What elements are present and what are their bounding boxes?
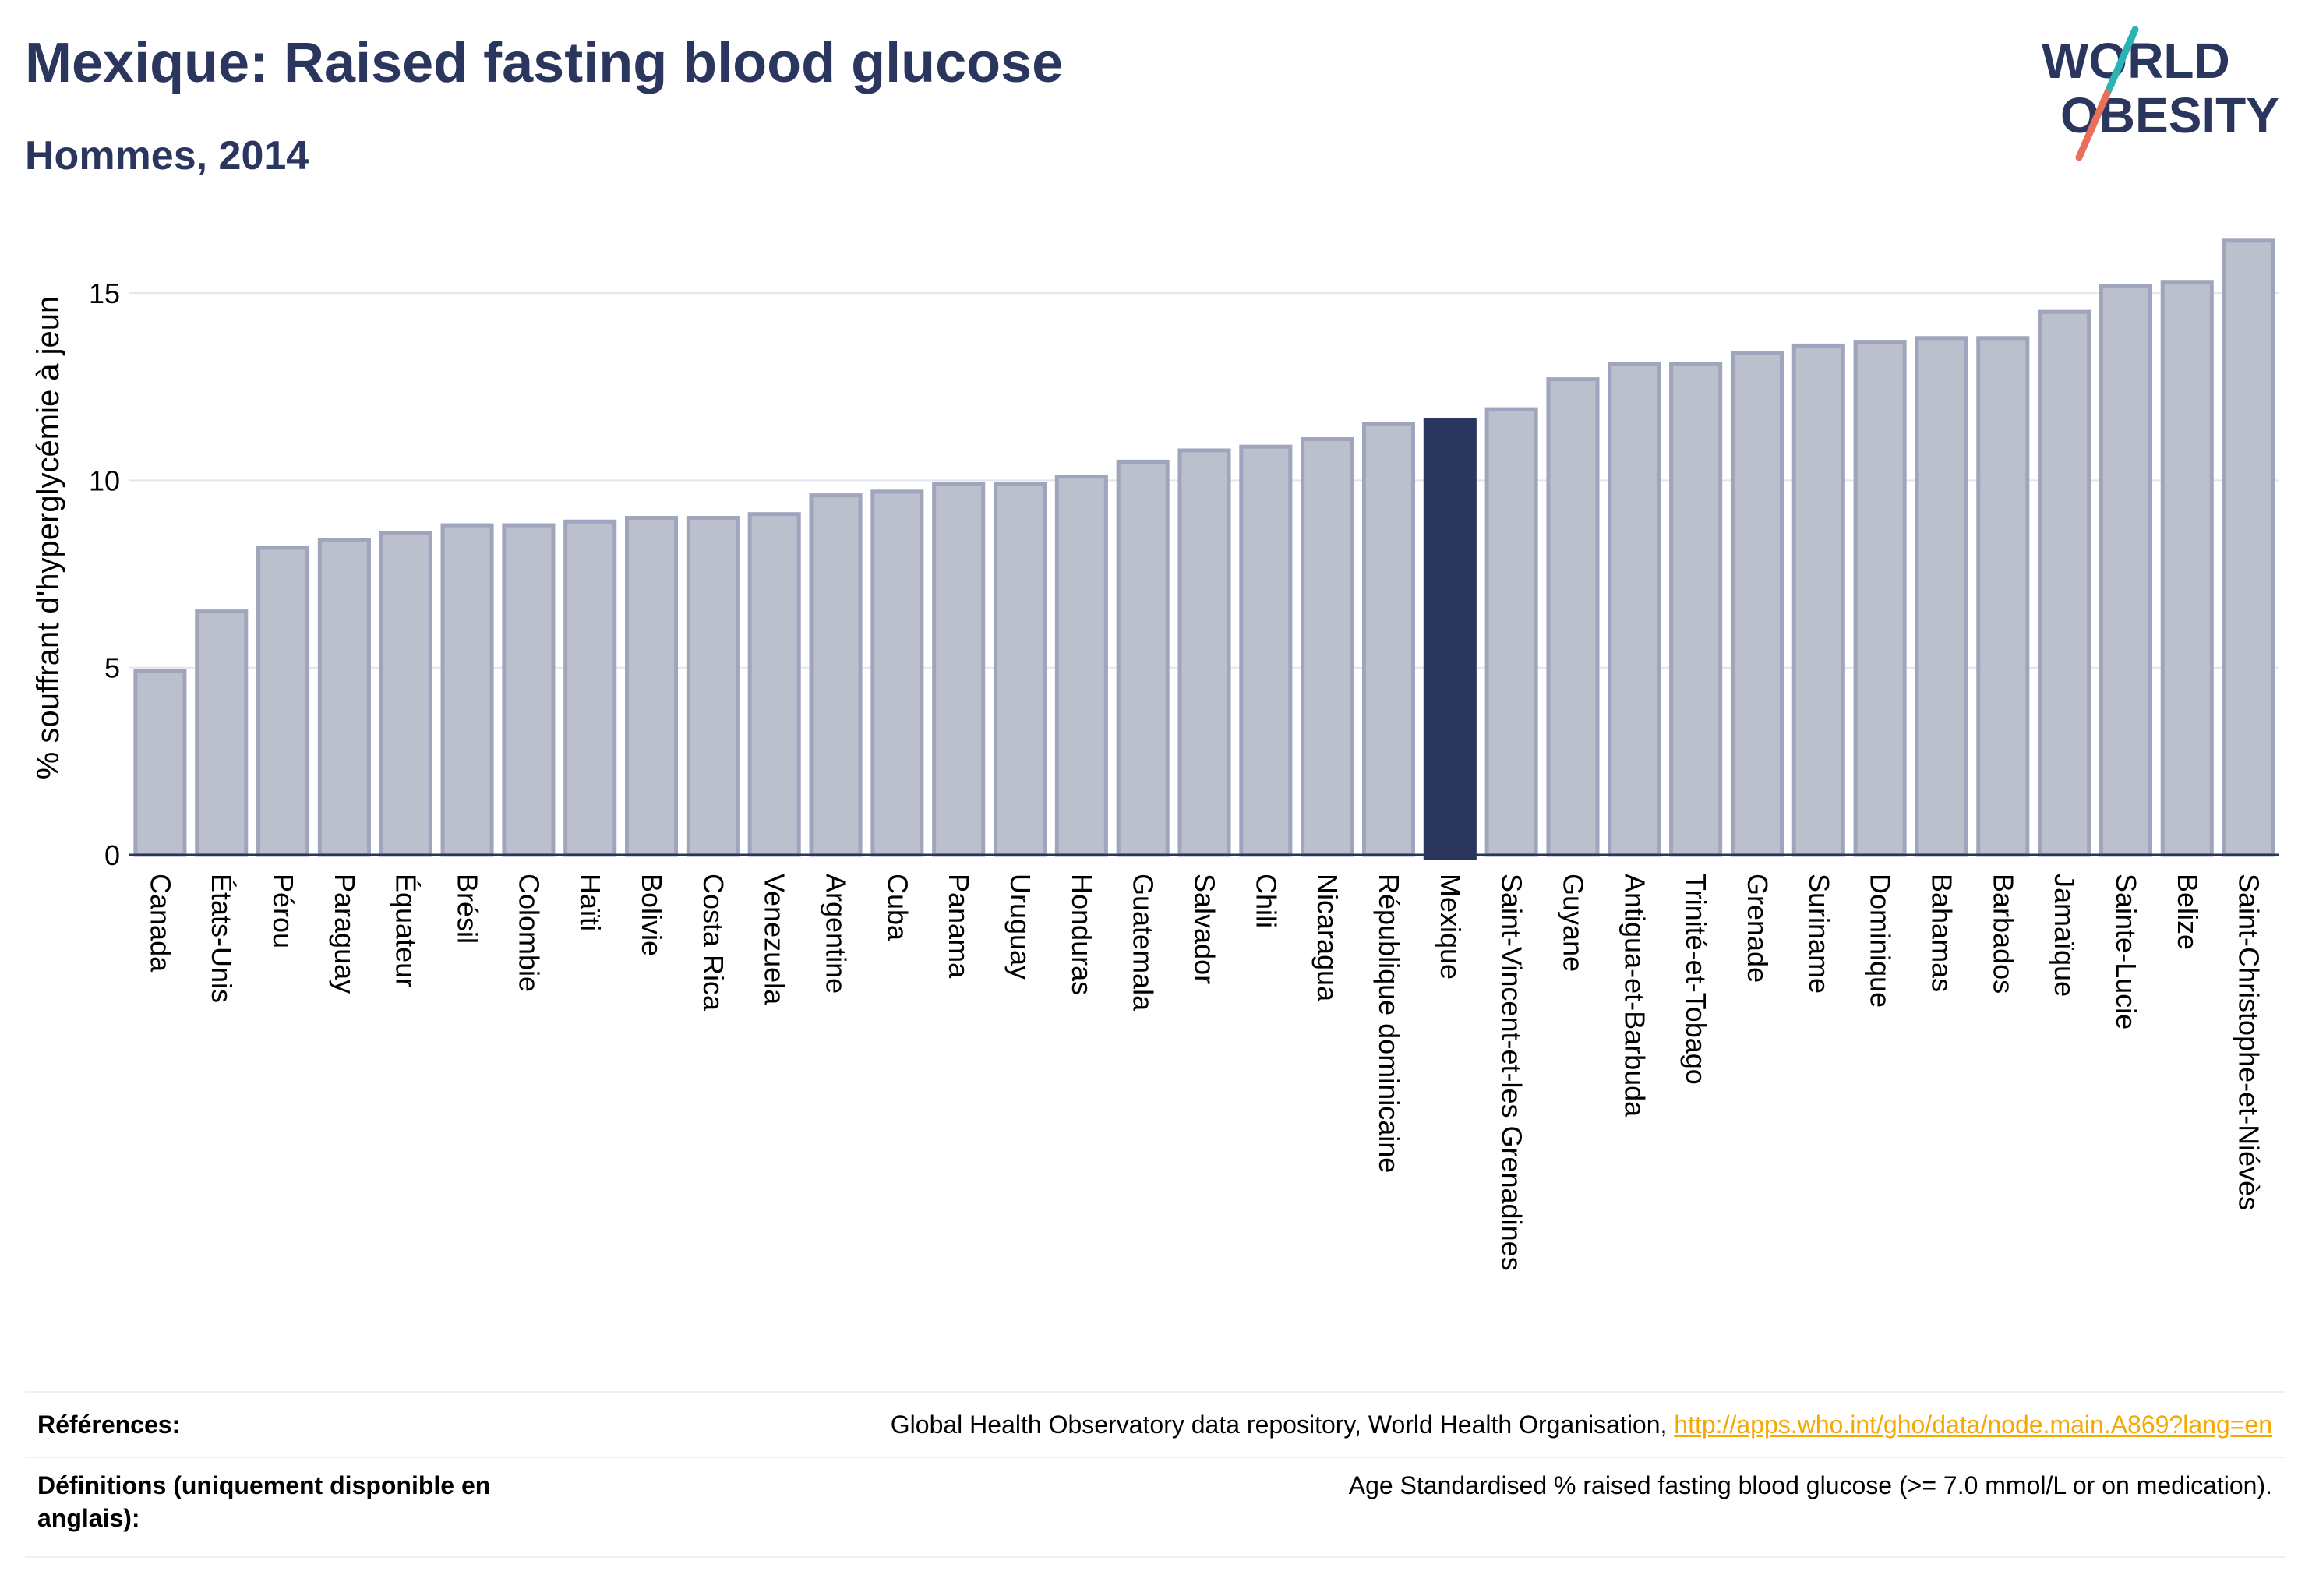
y-tick-labels: 0 5 10 15 — [89, 277, 120, 871]
x-tick-label: Chili — [1250, 874, 1282, 928]
bar-panama — [932, 482, 986, 857]
bar-bahamas — [1915, 336, 1968, 857]
x-tick-label: Saint-Christophe-et-Niévès — [2233, 874, 2265, 1210]
references-text: Global Health Observatory data repositor… — [890, 1411, 1675, 1439]
x-tick-label: Pérou — [267, 874, 299, 948]
x-tick-label: Uruguay — [1004, 874, 1036, 980]
definitions-value: Age Standardised % raised fasting blood … — [1348, 1471, 2272, 1499]
bar-colombie — [502, 523, 556, 857]
chart-title: Mexique: Raised fasting blood glucose — [25, 32, 1064, 94]
bar-sainte-lucie — [2099, 284, 2152, 857]
references-row: Références: Global Health Observatory da… — [25, 1391, 2285, 1458]
x-tick-label: Argentine — [821, 874, 852, 994]
x-tick-label: Dominique — [1865, 874, 1897, 1008]
definitions-row: Définitions (uniquement disponible en an… — [25, 1457, 2285, 1558]
x-tick-label: Brésil — [452, 874, 484, 944]
bar-chili — [1239, 444, 1293, 857]
bar-guatemala — [1116, 459, 1170, 857]
bar-guyane — [1546, 377, 1600, 857]
x-tick-label: Salvador — [1189, 874, 1221, 984]
logo-slash-bottom — [2075, 90, 2111, 161]
x-tick-label: Haïti — [574, 874, 606, 931]
bar-honduras — [1054, 475, 1108, 857]
bar-nicaragua — [1301, 437, 1354, 857]
bar-grenade — [1730, 351, 1784, 857]
bar-salvador — [1177, 448, 1231, 857]
bar-venezuela — [747, 512, 801, 857]
x-tick-label: Nicaragua — [1311, 874, 1343, 1002]
bar-saint-christophe-et-niévès — [2222, 238, 2275, 857]
x-tick-label: Panama — [943, 874, 975, 979]
x-tick-label: Équateur — [390, 874, 422, 987]
x-tick-labels: Canada États-Unis Pérou Paraguay Équateur Bré… — [144, 874, 2264, 1271]
x-tick-label: Antigua-et-Barbuda — [1618, 874, 1650, 1118]
x-tick-label: Mexique — [1435, 874, 1467, 980]
y-tick-label: 10 — [89, 464, 120, 496]
x-tick-label: Cuba — [881, 874, 913, 941]
y-tick-label: 15 — [89, 277, 120, 309]
logo-slash-top — [2103, 26, 2139, 97]
x-tick-label: Guatemala — [1128, 874, 1160, 1012]
y-axis-label: % souffrant d'hyperglycémie à jeun — [31, 296, 65, 780]
x-tick-label: Colombie — [513, 874, 545, 992]
bar-cuba — [870, 489, 924, 857]
bar-barbados — [1976, 336, 2030, 857]
bar-bolivie — [625, 515, 679, 857]
x-tick-label: Barbados — [1987, 874, 2019, 994]
bar-argentine — [809, 493, 863, 857]
references-link[interactable]: http://apps.who.int/gho/data/node.main.A… — [1674, 1411, 2272, 1439]
bar-états-unis — [195, 609, 249, 857]
x-tick-label: République dominicaine — [1373, 874, 1405, 1173]
bar-suriname — [1791, 343, 1845, 857]
footer-divider — [25, 1556, 2285, 1558]
bar-brésil — [440, 523, 494, 857]
world-obesity-logo: WORLD OBESITY — [2042, 26, 2279, 161]
x-tick-label: Guyane — [1557, 874, 1589, 972]
x-tick-label: Costa Rica — [697, 874, 729, 1012]
chart-subtitle: Hommes, 2014 — [25, 133, 309, 178]
x-tick-label: Bahamas — [1926, 874, 1957, 992]
bar-équateur — [379, 531, 432, 857]
x-tick-label: Bolivie — [636, 874, 668, 956]
x-tick-label: Paraguay — [329, 874, 361, 994]
x-tick-label: Sainte-Lucie — [2110, 874, 2142, 1029]
bar-dominique — [1853, 340, 1907, 857]
x-tick-label: Honduras — [1066, 874, 1098, 995]
bar-haïti — [563, 519, 617, 857]
x-tick-label: États-Unis — [206, 874, 238, 1003]
bar-république-dominicaine — [1361, 422, 1416, 857]
bar-pérou — [256, 546, 310, 857]
definitions-label: Définitions (uniquement disponible en an… — [37, 1471, 491, 1532]
y-tick-label: 0 — [104, 839, 120, 871]
bar-belize — [2160, 280, 2214, 857]
references-label: Références: — [37, 1411, 181, 1439]
bar-jamaïque — [2038, 309, 2091, 857]
bar-costa-rica — [686, 515, 740, 857]
y-tick-label: 5 — [104, 652, 120, 684]
x-tick-label: Canada — [144, 874, 176, 973]
bars — [133, 238, 2275, 860]
references-value: Global Health Observatory data repositor… — [891, 1408, 2272, 1441]
bar-mexique — [1423, 418, 1477, 860]
bar-antigua-et-barbuda — [1608, 362, 1661, 857]
bar-chart: Canada États-Unis Pérou Paraguay Équateur Bré… — [31, 238, 2279, 1271]
x-tick-label: Trinité-et-Tobago — [1680, 874, 1712, 1085]
logo-line1: WORLD — [2042, 33, 2230, 89]
x-tick-label: Saint-Vincent-et-les Grenadines — [1496, 874, 1528, 1271]
x-tick-label: Grenade — [1742, 874, 1774, 983]
x-tick-label: Belize — [2172, 874, 2204, 950]
bar-saint-vincent-et-les-grenadines — [1484, 407, 1538, 857]
bar-paraguay — [317, 538, 371, 857]
bar-canada — [133, 669, 187, 857]
x-tick-label: Suriname — [1803, 874, 1835, 994]
x-tick-label: Jamaïque — [2049, 874, 2081, 997]
bar-uruguay — [993, 482, 1047, 857]
x-tick-label: Venezuela — [759, 874, 791, 1005]
bar-trinité-et-tobago — [1669, 362, 1723, 857]
